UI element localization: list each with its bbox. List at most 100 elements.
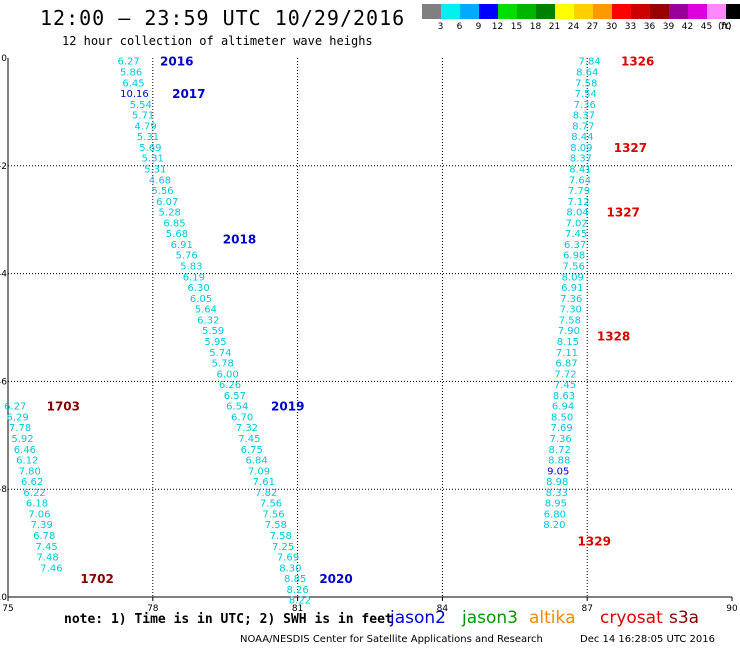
x-tick-label: 75 — [2, 604, 13, 614]
colorbar-swatch — [517, 4, 536, 19]
y-tick-label: -2 — [0, 162, 7, 172]
data-point-cryosat: 7.36 — [574, 100, 596, 111]
footer-note: note: 1) Time is in UTC; 2) SWH is in fe… — [64, 612, 393, 627]
data-point-jason2: 8.26 — [286, 585, 308, 596]
colorbar-swatch — [422, 4, 441, 19]
data-point-jason2: 6.27 — [118, 57, 140, 68]
data-point-s3a: 6.46 — [14, 445, 36, 456]
colorbar-label: 33 — [624, 22, 637, 32]
data-point-jason2: 6.45 — [122, 78, 144, 89]
data-point-jason2: 5.71 — [132, 111, 154, 122]
data-point-jason2: 6.57 — [224, 391, 246, 402]
data-point-cryosat: 8.50 — [551, 412, 573, 423]
data-point-jason2: 5.31 — [142, 154, 164, 165]
data-point-jason2: 6.19 — [183, 272, 205, 283]
data-point-s3a: 6.22 — [23, 488, 45, 499]
data-point-cryosat: 6.94 — [552, 402, 574, 413]
data-point-cryosat: 8.37 — [573, 111, 595, 122]
colorbar-label: 21 — [548, 22, 561, 32]
credit-text: NOAA/NESDIS Center for Satellite Applica… — [240, 634, 543, 645]
data-point-jason2: 5.59 — [202, 326, 224, 337]
track-label-s3a: 1703 — [47, 400, 80, 414]
data-point-s3a: 7.39 — [31, 520, 53, 531]
data-point-jason2: 6.30 — [188, 283, 210, 294]
data-point-cryosat: 8.33 — [546, 488, 568, 499]
colorbar-label: 45 — [700, 22, 713, 32]
data-point-cryosat: 7.30 — [560, 305, 582, 316]
colorbar-swatch — [441, 4, 460, 19]
data-point-cryosat: 8.77 — [572, 121, 594, 132]
legend-cryosat: cryosat — [600, 608, 663, 628]
colorbar-label: 70 — [719, 22, 732, 32]
colorbar-swatch — [498, 4, 517, 19]
colorbar-label: 15 — [510, 22, 523, 32]
data-point-jason2: 7.82 — [255, 488, 277, 499]
data-point-cryosat: 8.98 — [546, 477, 568, 488]
chart-title: 12:00 – 23:59 UTC 10/29/2016 — [40, 6, 406, 30]
colorbar-swatch — [460, 4, 479, 19]
data-point-s3a: 7.78 — [9, 423, 31, 434]
data-point-jason2: 7.69 — [277, 553, 299, 564]
colorbar-swatch — [612, 4, 631, 19]
data-point-cryosat: 8.72 — [549, 445, 571, 456]
colorbar-label: 42 — [681, 22, 694, 32]
data-point-s3a: 7.48 — [36, 553, 58, 564]
colorbar-label: 3 — [437, 22, 444, 32]
y-tick-label: -8 — [0, 485, 7, 495]
colorbar-label: 24 — [567, 22, 580, 32]
colorbar-label: 30 — [605, 22, 618, 32]
data-point-jason2: 8.22 — [289, 596, 311, 607]
data-point-cryosat: 7.90 — [558, 326, 580, 337]
data-point-jason2: 5.31 — [144, 164, 166, 175]
data-point-jason2: 7.25 — [272, 542, 294, 553]
track-label-s3a: 1702 — [80, 572, 113, 586]
data-point-jason2: 5.31 — [137, 132, 159, 143]
data-point-cryosat: 7.56 — [563, 262, 585, 273]
data-point-cryosat: 8.95 — [545, 499, 567, 510]
legend-jason2: jason2 — [390, 608, 446, 628]
data-point-jason2: 6.70 — [231, 412, 253, 423]
data-point-jason2: 5.56 — [151, 186, 173, 197]
data-point-jason2: 6.84 — [245, 456, 267, 467]
data-point-cryosat: 7.64 — [569, 175, 591, 186]
track-label-cryosat: 1329 — [578, 534, 611, 548]
y-tick-label: -4 — [0, 270, 7, 280]
colorbar-swatch — [688, 4, 707, 19]
data-point-jason2: 6.75 — [241, 445, 263, 456]
data-point-s3a: 6.18 — [26, 499, 48, 510]
track-label-jason2: 2017 — [172, 87, 205, 101]
x-tick-label: 84 — [437, 604, 449, 614]
data-point-cryosat: 8.09 — [562, 272, 584, 283]
track-label-cryosat: 1327 — [607, 206, 640, 220]
data-point-s3a: 6.78 — [33, 531, 55, 542]
data-point-cryosat: 7.45 — [554, 380, 576, 391]
data-point-cryosat: 9.05 — [547, 466, 569, 477]
x-tick-label: 78 — [147, 604, 159, 614]
x-tick-label: 81 — [292, 604, 303, 614]
data-point-cryosat: 6.37 — [564, 240, 586, 251]
data-point-jason2: 7.32 — [236, 423, 258, 434]
data-point-jason2: 6.00 — [216, 369, 238, 380]
data-point-jason2: 7.58 — [270, 531, 292, 542]
data-point-cryosat: 8.37 — [570, 154, 592, 165]
y-tick-label: -6 — [0, 377, 7, 387]
colorbar-swatch — [536, 4, 555, 19]
data-point-s3a: 6.62 — [21, 477, 43, 488]
data-point-jason2: 8.30 — [279, 563, 301, 574]
data-point-jason2: 7.61 — [253, 477, 275, 488]
data-point-cryosat: 8.04 — [566, 208, 588, 219]
data-point-cryosat: 8.64 — [576, 67, 598, 78]
data-point-jason2: 5.54 — [130, 100, 152, 111]
data-point-cryosat: 8.44 — [571, 132, 593, 143]
data-point-cryosat: 7.69 — [550, 423, 572, 434]
generated-timestamp: Dec 14 16:28:05 UTC 2016 — [580, 634, 715, 645]
chart-subtitle: 12 hour collection of altimeter wave hei… — [62, 34, 373, 48]
data-point-jason2: 5.68 — [166, 229, 188, 240]
track-label-jason2: 2019 — [271, 400, 304, 414]
data-point-cryosat: 7.45 — [565, 229, 587, 240]
data-point-jason2: 5.74 — [209, 348, 231, 359]
data-point-cryosat: 6.80 — [544, 509, 566, 520]
data-point-jason2: 6.32 — [197, 315, 219, 326]
data-point-jason2: 7.45 — [238, 434, 260, 445]
data-point-cryosat: 8.20 — [543, 520, 565, 531]
